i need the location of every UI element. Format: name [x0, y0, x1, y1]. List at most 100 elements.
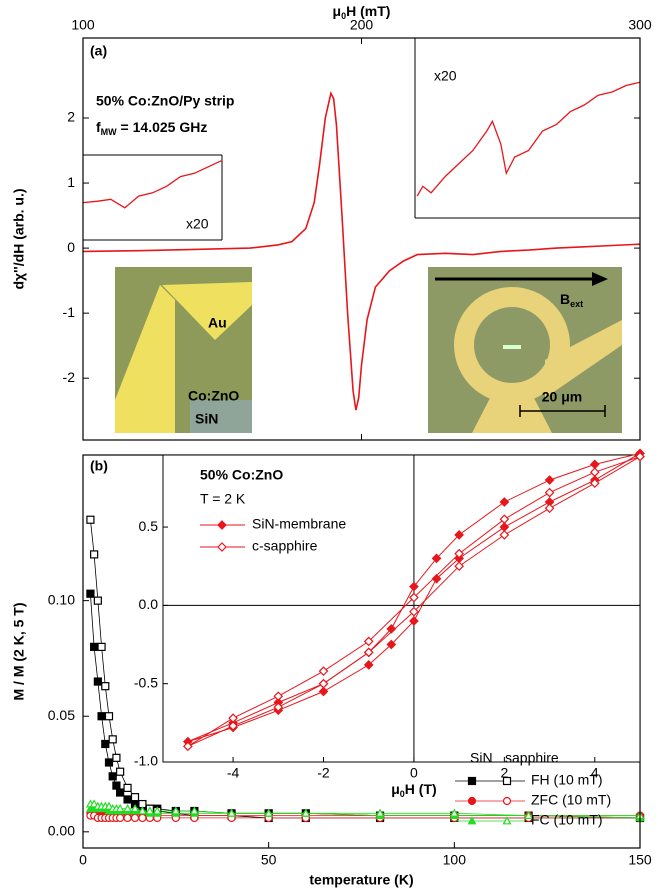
field-label-part: B	[560, 291, 570, 307]
field-arrow-head	[592, 272, 608, 286]
marker	[130, 793, 140, 802]
marker	[90, 550, 99, 559]
marker	[123, 795, 132, 804]
x-tick-label: 50	[261, 852, 277, 868]
panel-label: (b)	[90, 458, 108, 474]
marker	[104, 758, 114, 767]
marker	[217, 520, 227, 530]
photo-right	[428, 267, 622, 433]
marker	[273, 702, 284, 713]
y-tick-label: -0.5	[134, 674, 158, 690]
x-tick-label: -4	[227, 765, 240, 781]
marker	[318, 666, 329, 677]
x-tick-label: 0	[79, 852, 87, 868]
marker	[409, 606, 419, 617]
photo-label: Co:ZnO	[188, 388, 239, 404]
marker	[97, 642, 106, 651]
y-axis-label: M / M (2 K, 5 T)	[11, 603, 27, 701]
x-tick-label: -2	[317, 765, 330, 781]
photo-label: Au	[208, 315, 227, 331]
frequency-label-part: = 14.025 GHz	[117, 119, 208, 135]
field-label-part: ext	[570, 299, 583, 309]
legend-label: FC (10 mT)	[531, 812, 603, 828]
marker	[130, 803, 140, 813]
marker	[544, 503, 555, 514]
x-axis-label: temperature (K)	[309, 872, 413, 888]
marker	[152, 806, 162, 815]
marker	[363, 660, 374, 670]
marker	[93, 596, 102, 605]
x-axis-label-part: 0	[400, 789, 405, 799]
y-tick-label: 1	[67, 174, 75, 190]
legend-label: FH (10 mT)	[531, 772, 603, 788]
marker	[108, 735, 117, 744]
marker	[589, 478, 600, 489]
marker	[502, 776, 512, 786]
marker	[116, 813, 125, 823]
marker	[386, 624, 397, 634]
x-tick-label: 300	[628, 17, 652, 33]
marker	[318, 678, 329, 689]
marker	[189, 806, 199, 815]
frequency-label: fMW = 14.025 GHz	[96, 119, 207, 138]
x-tick-label: 0	[410, 765, 418, 781]
marker	[467, 816, 477, 825]
x-tick-label: 200	[350, 17, 374, 33]
y-tick-label: -2	[63, 369, 76, 385]
y-axis-label: dχ''/dH (arb. u.)	[11, 188, 27, 289]
photo-lead	[545, 320, 622, 398]
photo-electrode	[115, 285, 175, 433]
x-tick-label: 100	[71, 17, 95, 33]
marker	[431, 553, 442, 564]
y-tick-label: 0	[67, 239, 75, 255]
marker	[108, 772, 117, 781]
photo-electrode	[162, 282, 252, 340]
marker	[217, 542, 227, 552]
marker	[318, 686, 329, 697]
marker	[467, 796, 477, 806]
panel-label: (a)	[90, 43, 107, 59]
marker	[86, 515, 95, 524]
marker	[101, 682, 110, 691]
marker	[104, 712, 114, 721]
x-axis-label: μ0H (T)	[391, 781, 436, 800]
legend-label: ZFC (10 mT)	[531, 792, 611, 808]
photo-strip	[503, 345, 521, 349]
marker	[589, 467, 600, 478]
x-tick-label: 150	[628, 852, 652, 868]
frequency-label-part: f	[96, 119, 101, 135]
marker	[130, 813, 140, 823]
y-tick-label: -1	[63, 304, 76, 320]
x-axis-label-part: μ	[333, 3, 342, 19]
marker	[183, 741, 193, 752]
marker	[115, 803, 125, 813]
marker	[123, 803, 133, 813]
legend-header: sapphire	[505, 750, 559, 766]
field-label: Bext	[560, 291, 583, 310]
photo-region	[190, 400, 252, 433]
marker	[363, 647, 374, 658]
x-axis-label: μ0H (mT)	[333, 3, 391, 22]
marker	[524, 810, 534, 820]
marker	[90, 642, 99, 651]
x-tick-label: 100	[443, 852, 467, 868]
photo-label: SiN	[195, 411, 218, 427]
marker	[635, 451, 645, 462]
inset-subtitle: T = 2 K	[200, 491, 246, 507]
x-tick-label: 4	[591, 765, 599, 781]
marker	[499, 530, 510, 540]
marker	[502, 816, 512, 825]
marker	[273, 691, 284, 702]
marker	[386, 639, 397, 650]
sample-title: 50% Co:ZnO/Py strip	[96, 93, 234, 109]
scale-label: 20 μm	[542, 389, 582, 405]
photo-left	[115, 267, 252, 433]
inset-title: 50% Co:ZnO	[200, 467, 283, 483]
marker	[116, 788, 125, 797]
x-axis-label-part: 0	[341, 11, 346, 21]
marker	[145, 806, 155, 815]
y-tick-label: 0.05	[48, 707, 75, 723]
marker	[544, 475, 555, 485]
x-axis-label-part: H (mT)	[346, 3, 390, 19]
